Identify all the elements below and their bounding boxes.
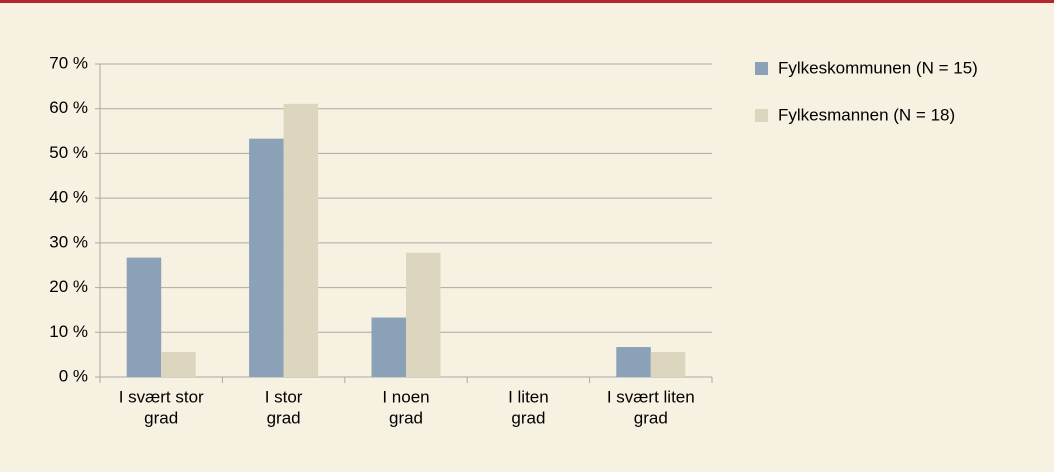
y-tick-label: 10 %: [49, 322, 88, 341]
y-tick-label: 0 %: [59, 366, 88, 385]
bar: [249, 138, 284, 377]
bar: [406, 252, 441, 377]
y-tick-label: 60 %: [49, 98, 88, 117]
x-tick-label: grad: [389, 408, 423, 427]
bar: [126, 257, 162, 377]
top-rule: [0, 0, 1054, 3]
x-tick-label: grad: [511, 408, 545, 427]
x-tick-label: I noen: [382, 387, 429, 406]
bar: [616, 347, 651, 377]
x-tick-label: grad: [634, 408, 668, 427]
bar: [161, 351, 196, 377]
x-tick-label: I stor: [265, 387, 303, 406]
legend-swatch: [755, 62, 768, 75]
legend-label: Fylkeskommunen (N = 15): [778, 58, 978, 77]
bar: [650, 351, 686, 377]
legend-label: Fylkesmannen (N = 18): [778, 105, 955, 124]
x-tick-label: I liten: [508, 387, 549, 406]
x-tick-label: grad: [267, 408, 301, 427]
bar: [283, 103, 319, 377]
bar: [371, 317, 406, 377]
y-tick-label: 70 %: [49, 53, 88, 72]
x-tick-label: grad: [144, 408, 178, 427]
legend-swatch: [755, 109, 768, 122]
y-tick-label: 20 %: [49, 277, 88, 296]
y-tick-label: 30 %: [49, 232, 88, 251]
y-tick-label: 40 %: [49, 188, 88, 207]
x-tick-label: I svært stor: [119, 387, 204, 406]
y-tick-label: 50 %: [49, 143, 88, 162]
x-tick-label: I svært liten: [607, 387, 695, 406]
